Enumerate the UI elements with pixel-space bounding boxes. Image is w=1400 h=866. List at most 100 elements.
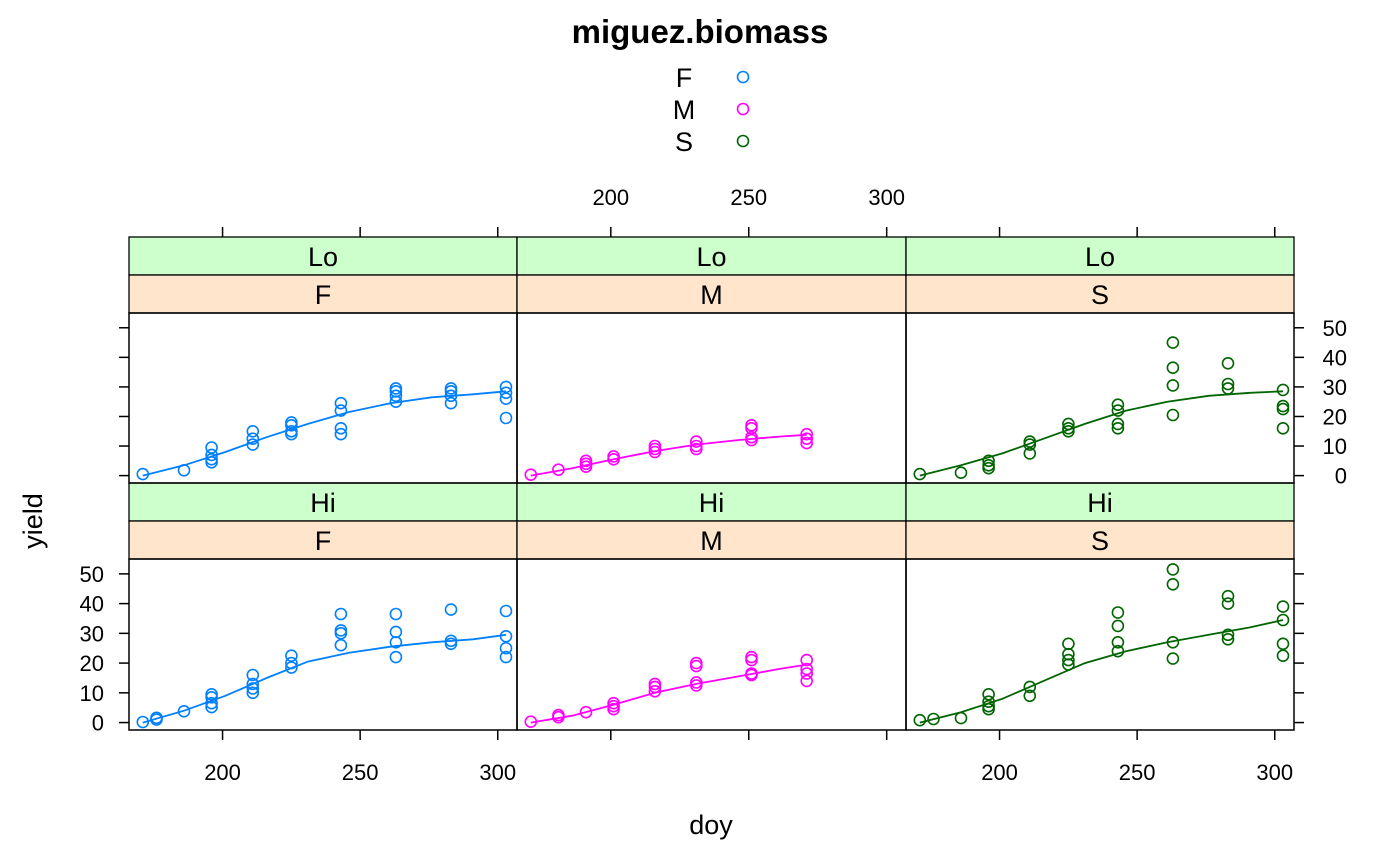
data-point-S [913,713,927,727]
strip-bottom-label: F [315,526,332,556]
data-point-S [982,454,995,468]
strip-bottom-label: F [315,280,332,310]
data-point-M [648,684,662,698]
strip-bottom-S [905,274,1295,314]
y-tick-label-left: 0 [92,711,104,736]
strip-top-Lo [905,236,1295,276]
data-point-M [689,676,703,689]
x-tick-label-top: 300 [868,185,905,210]
strip-bottom-M [516,274,907,314]
data-point-S [1062,653,1075,667]
strip-bottom-label: M [700,280,723,310]
data-point-F [205,441,218,454]
data-point-S [1166,379,1180,392]
data-point-S [1166,408,1180,422]
data-point-S [1166,563,1180,576]
fit-line-F [142,633,507,724]
data-point-S [982,699,995,713]
data-point-M [800,674,814,688]
strip-bottom-label: M [700,526,723,556]
strip-top-label: Hi [310,488,336,518]
data-point-S [1023,435,1037,448]
data-point-F [246,686,260,700]
legend-label-F: F [676,63,693,93]
data-point-S [1276,613,1290,627]
legend: FMS [673,63,750,157]
panel-frame [905,558,1295,731]
data-point-F [334,427,348,441]
data-point-M [552,708,565,722]
data-point-M [745,430,758,444]
x-tick-label-bottom: 250 [342,760,379,785]
data-point-S [1111,644,1125,658]
data-point-S [982,687,995,701]
data-point-S [1221,628,1235,642]
data-point-F [334,421,348,435]
strip-top-label: Lo [1085,242,1115,272]
data-point-F [246,438,260,451]
strip-bottom-label: S [1091,526,1109,556]
data-point-F [389,389,403,403]
data-point-S [1221,356,1235,370]
data-point-S [1276,637,1290,651]
strip-top-label: Lo [696,242,726,272]
strip-top-label: Lo [308,242,338,272]
data-point-S [1221,382,1235,395]
data-point-S [1276,649,1290,663]
strip-bottom-F [128,274,518,314]
data-point-M [648,439,662,453]
data-point-M [689,439,703,453]
data-point-F [389,625,403,639]
y-tick-label-right: 20 [1323,404,1347,429]
data-point-M [800,436,814,450]
data-point-S [982,695,995,709]
data-point-M [524,468,538,482]
data-point-F [205,687,218,701]
data-point-F [444,634,458,648]
data-point-S [1166,577,1180,591]
fit-line-F [142,390,507,477]
strip-bottom-label: S [1091,280,1109,310]
panel-Hi-F: Hi F [128,482,518,731]
y-tick-label-left: 40 [80,592,104,617]
data-point-S [1221,597,1235,610]
data-point-S [1166,635,1180,649]
data-point-F [499,604,513,618]
axes: 200 250 300 200 250 300 200 250 300 0 10 20 30 40 50 0 1… [80,185,1347,785]
data-point-S [1221,377,1235,391]
data-point-S [1166,361,1180,375]
data-point-S [1023,680,1037,694]
data-point-M [524,715,538,729]
y-tick-label-right: 50 [1323,316,1347,341]
data-point-F [334,396,348,410]
fit-line-S [919,619,1284,724]
strip-top-label: Hi [699,488,725,518]
legend-marker-M [736,102,750,116]
legend-label-M: M [673,95,696,125]
data-point-M [800,662,814,676]
panel-Lo-M: Lo M [516,236,907,484]
data-point-M [607,450,620,463]
data-point-F [205,696,218,710]
data-point-F [499,650,513,664]
legend-label-S: S [675,127,693,157]
data-point-M [689,435,703,448]
data-point-S [1276,383,1290,397]
data-point-F [499,411,513,425]
data-point-M [800,667,814,680]
chart-title: miguez.biomass [572,13,829,50]
panel-Hi-S: Hi S [905,482,1295,731]
x-tick-label-bottom: 300 [1256,760,1293,785]
data-point-F [246,432,260,446]
data-point-F [205,448,218,462]
data-point-F [444,382,458,395]
panel-Lo-S: Lo S [905,236,1295,484]
data-point-S [927,712,940,726]
y-tick-label-left: 20 [80,651,104,676]
data-point-F [499,629,513,643]
data-point-F [334,624,348,637]
data-point-S [1111,404,1125,417]
data-point-F [285,656,298,670]
panels: Hi F Hi M Hi S Lo F Lo M Lo S [128,236,1295,731]
strip-top-label: Hi [1087,488,1113,518]
